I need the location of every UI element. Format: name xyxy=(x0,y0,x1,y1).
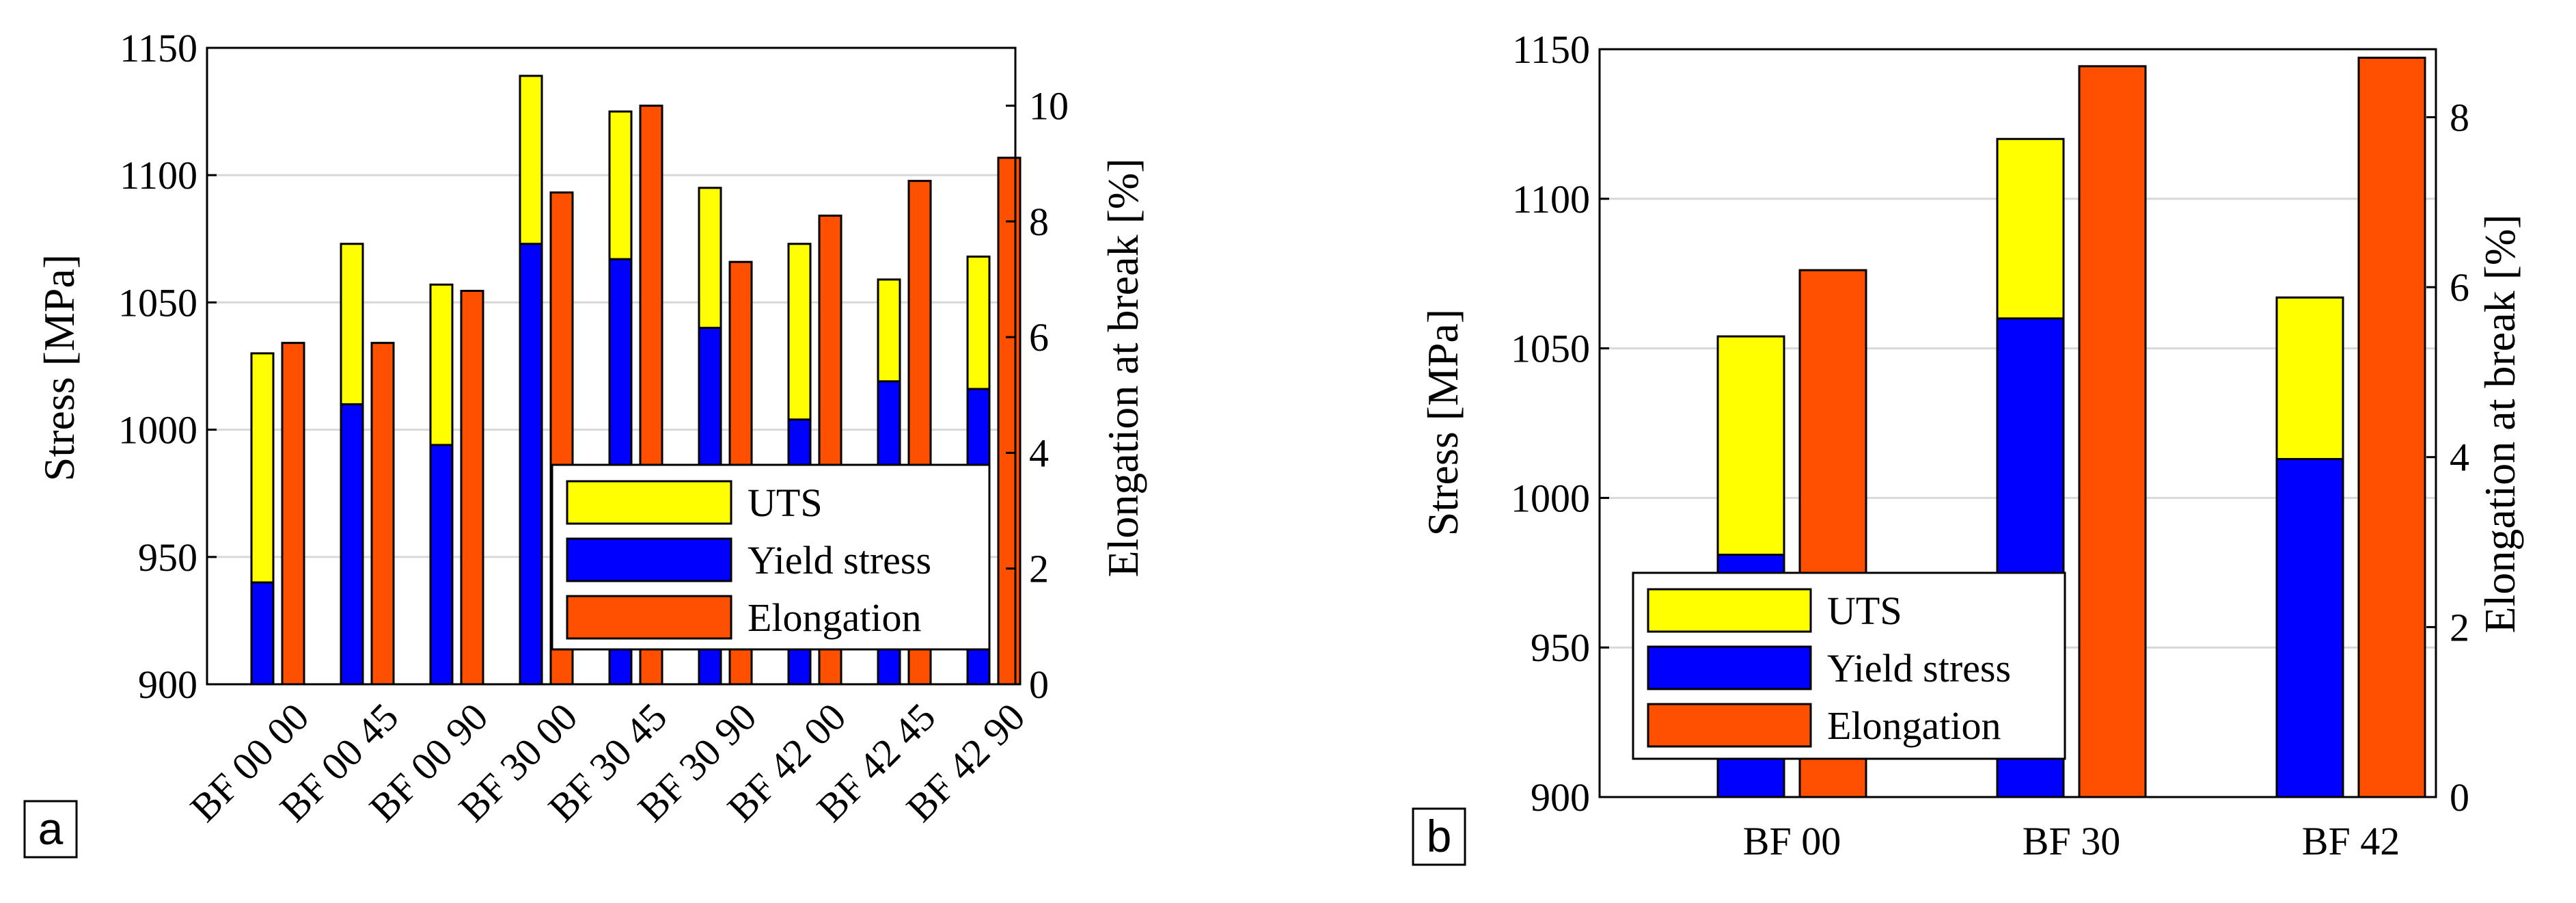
panel-a-letter-text: a xyxy=(38,803,64,854)
panel-a-bar-elongation xyxy=(997,157,1022,686)
panel-a-y-tick-label: 1150 xyxy=(120,26,197,70)
panel-a-y2-tick-label: 2 xyxy=(1029,547,1049,591)
panel-a-chart: Stress [MPa] Elongation at break [%] a B… xyxy=(23,26,1147,859)
panel-a-y2-tick-label: 0 xyxy=(1029,662,1049,707)
panel-a-legend-label: Yield stress xyxy=(748,538,931,582)
panel-b-y-axis-label: Stress [MPa] xyxy=(1419,309,1467,536)
panel-b-legend: UTS Yield stress Elongation xyxy=(1632,571,2066,760)
panel-a-y2-axis-label: Elongation at break [%] xyxy=(1099,158,1147,577)
panel-b-y-tick-label: 1000 xyxy=(1511,476,1590,520)
panel-a-bar-elongation xyxy=(460,289,484,686)
panel-a-y-axis-label: Stress [MPa] xyxy=(35,254,83,481)
panel-a-legend-label: UTS xyxy=(748,481,823,525)
panel-a-legend-label: Elongation xyxy=(748,595,922,640)
panel-b-bar-elongation xyxy=(2078,65,2147,798)
panel-b-x-tick-label: BF 30 xyxy=(2023,819,2120,863)
panel-b-y-tick-label: 950 xyxy=(1531,625,1590,670)
panel-b-letter-text: b xyxy=(1427,811,1452,861)
panel-b-letter: b xyxy=(1412,807,1466,866)
panel-a-y-tick-label: 1000 xyxy=(118,408,197,453)
panel-b-legend-label: Elongation xyxy=(1827,703,2001,748)
panel-a-bar-elongation xyxy=(370,342,395,686)
panel-b-legend-label: UTS xyxy=(1827,589,1902,633)
panel-b-bar-yield xyxy=(2275,458,2344,798)
panel-a-letter: a xyxy=(23,800,78,859)
panel-a-bar-yield xyxy=(340,403,364,686)
panel-b-x-tick-label: BF 00 xyxy=(1743,819,1841,863)
panel-a-legend-swatch xyxy=(566,537,732,582)
panel-b-y-tick-label: 1150 xyxy=(1512,27,1590,72)
panel-a-bar-yield xyxy=(429,444,454,686)
panel-b-bar-elongation xyxy=(2357,56,2426,798)
panel-a-bar-elongation xyxy=(281,342,305,686)
panel-b-y2-tick-label: 6 xyxy=(2450,265,2469,310)
panel-a-legend: UTS Yield stress Elongation xyxy=(551,463,991,651)
panel-a-y-tick-label: 1050 xyxy=(118,280,197,325)
panel-a-y-tick-label: 950 xyxy=(138,535,197,580)
panel-a-bar-yield xyxy=(250,581,275,686)
panel-b-x-tick-label: BF 42 xyxy=(2302,819,2400,863)
panel-b-legend-swatch xyxy=(1647,703,1812,748)
panel-b-y2-tick-label: 8 xyxy=(2450,95,2469,139)
panel-b-y2-tick-label: 4 xyxy=(2450,435,2469,480)
panel-b-legend-label: Yield stress xyxy=(1827,646,2011,690)
panel-a-y2-tick-label: 6 xyxy=(1029,315,1049,360)
panel-b-y2-tick-label: 0 xyxy=(2450,775,2469,820)
panel-a-y-tick-label: 1100 xyxy=(120,153,197,198)
panel-a-y-tick-label: 900 xyxy=(138,662,197,707)
panel-b-y-tick-label: 1100 xyxy=(1512,177,1590,221)
panel-b-y-tick-label: 1050 xyxy=(1511,327,1590,371)
panel-a-legend-swatch xyxy=(566,595,732,640)
panel-a-y2-tick-label: 4 xyxy=(1029,431,1049,475)
panel-b-legend-swatch xyxy=(1647,588,1812,633)
panel-a-y2-tick-label: 8 xyxy=(1029,200,1049,244)
panel-b-y-tick-label: 900 xyxy=(1531,775,1590,820)
panel-b-axes-frame xyxy=(1598,48,2437,798)
panel-a-legend-swatch xyxy=(566,480,732,525)
panel-b-legend-swatch xyxy=(1647,645,1812,690)
panel-a-axes-frame xyxy=(206,46,1017,686)
panel-a-y2-tick-label: 10 xyxy=(1029,84,1069,129)
panel-b-y2-tick-label: 2 xyxy=(2450,605,2469,649)
panel-a-bar-yield xyxy=(519,243,543,686)
panel-b-y2-axis-label: Elongation at break [%] xyxy=(2476,214,2524,633)
panel-b-chart: Stress [MPa] Elongation at break [%] b B… xyxy=(1412,27,2524,866)
